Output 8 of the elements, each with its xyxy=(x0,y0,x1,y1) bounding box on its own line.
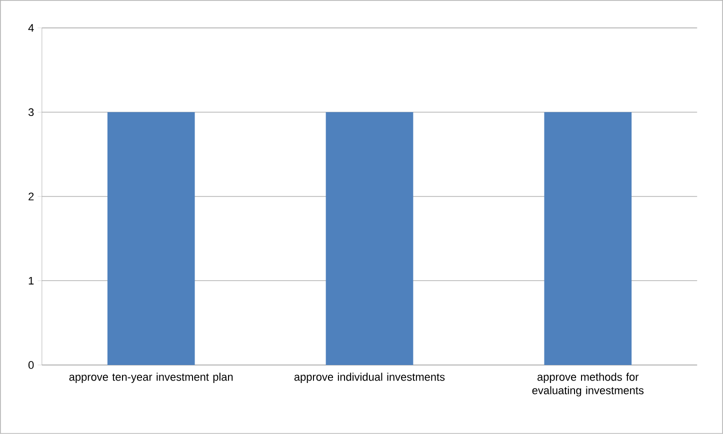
y-tick-label: 0 xyxy=(28,361,34,369)
y-tick-label: 1 xyxy=(28,277,34,285)
x-tick-label: approve individual investments xyxy=(294,372,445,384)
x-tick-label: approve ten-year investment plan xyxy=(69,372,233,384)
y-tick-label: 3 xyxy=(28,108,34,116)
x-tick-label: approve methods for evaluating investments xyxy=(532,372,644,396)
y-tick-label: 4 xyxy=(28,24,34,32)
y-tick-label: 2 xyxy=(28,192,34,200)
